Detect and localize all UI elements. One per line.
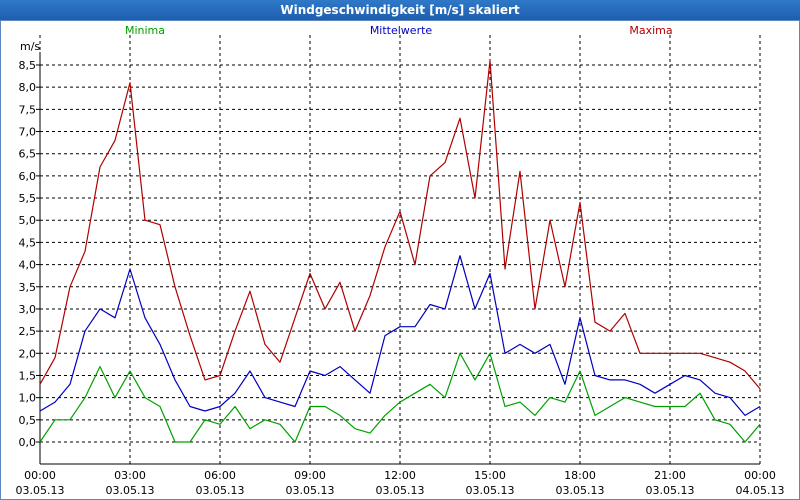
x-tick-time-label: 12:00 [384,469,416,482]
y-tick-label: 8,5 [19,59,37,72]
y-tick-label: 4,0 [19,259,37,272]
x-tick-date-label: 03.05.13 [16,484,65,497]
y-tick-label: 8,0 [19,81,37,94]
x-tick-date-label: 03.05.13 [556,484,605,497]
x-tick-date-label: 03.05.13 [106,484,155,497]
x-tick-time-label: 09:00 [294,469,326,482]
y-axis-unit-label: m/s [20,40,41,53]
series-line-minima [39,352,761,443]
x-tick-date-label: 03.05.13 [196,484,245,497]
x-tick-time-label: 00:00 [744,469,776,482]
x-tick-time-label: 03:00 [114,469,146,482]
y-tick-label: 1,5 [19,369,37,382]
y-tick-label: 1,0 [19,392,37,405]
x-tick-date-label: 03.05.13 [376,484,425,497]
y-tick-label: 0,5 [19,414,37,427]
y-tick-label: 7,5 [19,103,37,116]
x-tick-time-label: 15:00 [474,469,506,482]
y-tick-label: 5,0 [19,214,37,227]
x-tick-date-label: 04.05.13 [736,484,785,497]
y-tick-label: 6,5 [19,148,37,161]
y-tick-label: 7,0 [19,126,37,139]
y-tick-label: 3,5 [19,281,37,294]
legend-mittelwerte: Mittelwerte [369,24,433,37]
y-tick-label: 4,5 [19,236,37,249]
x-tick-date-label: 03.05.13 [646,484,695,497]
y-tick-label: 2,0 [19,347,37,360]
x-tick-time-label: 18:00 [564,469,596,482]
y-tick-label: 6,0 [19,170,37,183]
y-tick-label: 0,0 [19,436,37,449]
legend-minima: Minima [124,24,166,37]
series-line-maxima [39,59,761,390]
chart-title: Windgeschwindigkeit [m/s] skaliert [0,0,800,20]
x-tick-date-label: 03.05.13 [286,484,335,497]
y-tick-label: 3,0 [19,303,37,316]
x-tick-time-label: 21:00 [654,469,686,482]
x-tick-time-label: 06:00 [204,469,236,482]
y-tick-label: 5,5 [19,192,37,205]
x-tick-date-label: 03.05.13 [466,484,515,497]
series-line-mittelwerte [39,255,761,416]
legend-maxima: Maxima [629,24,673,37]
x-tick-time-label: 00:00 [24,469,56,482]
y-tick-label: 2,5 [19,325,37,338]
